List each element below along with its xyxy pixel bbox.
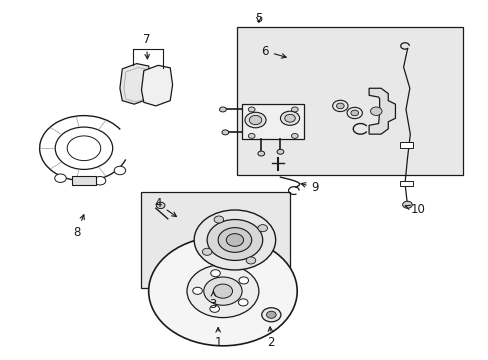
Circle shape (266, 311, 276, 318)
Circle shape (346, 107, 362, 118)
Circle shape (219, 107, 226, 112)
Circle shape (277, 149, 283, 154)
Circle shape (238, 299, 247, 306)
Circle shape (203, 277, 242, 305)
Text: 10: 10 (404, 203, 425, 216)
Circle shape (222, 130, 228, 135)
Circle shape (186, 265, 258, 318)
Text: 6: 6 (261, 45, 285, 58)
Circle shape (291, 107, 298, 112)
Text: 5: 5 (255, 12, 262, 25)
Circle shape (280, 111, 299, 125)
Circle shape (218, 228, 251, 252)
Circle shape (284, 114, 295, 122)
Circle shape (402, 201, 411, 208)
Bar (141, 192, 289, 288)
Text: 4: 4 (154, 198, 176, 216)
Text: 2: 2 (266, 327, 274, 350)
Bar (237, 27, 462, 175)
Polygon shape (120, 64, 151, 104)
Circle shape (239, 277, 248, 284)
Circle shape (248, 134, 255, 138)
Circle shape (370, 107, 381, 116)
Text: 1: 1 (214, 328, 222, 350)
Text: 3: 3 (209, 292, 217, 311)
Circle shape (249, 116, 261, 125)
Text: 7: 7 (142, 33, 150, 59)
Circle shape (245, 257, 255, 264)
Circle shape (257, 151, 264, 156)
Circle shape (261, 308, 280, 322)
Circle shape (114, 166, 125, 175)
Bar (72, 176, 96, 185)
Polygon shape (141, 66, 172, 106)
Circle shape (257, 225, 267, 232)
Circle shape (210, 270, 220, 277)
Bar (399, 142, 412, 148)
Circle shape (156, 202, 164, 208)
Circle shape (332, 100, 347, 112)
Circle shape (226, 234, 243, 246)
Circle shape (207, 220, 262, 260)
Polygon shape (368, 88, 395, 134)
Circle shape (244, 112, 265, 128)
Circle shape (248, 107, 255, 112)
Circle shape (214, 216, 223, 223)
Circle shape (55, 174, 66, 183)
Circle shape (336, 103, 344, 109)
Circle shape (350, 110, 358, 116)
Text: 8: 8 (73, 215, 84, 239)
Circle shape (202, 248, 211, 255)
Text: 9: 9 (301, 181, 319, 194)
Circle shape (291, 134, 298, 138)
Circle shape (213, 284, 232, 298)
Circle shape (148, 237, 297, 346)
Circle shape (94, 176, 105, 185)
Circle shape (192, 287, 202, 294)
Bar (399, 181, 412, 186)
Bar (242, 104, 304, 139)
Circle shape (194, 210, 275, 270)
Circle shape (209, 305, 219, 312)
